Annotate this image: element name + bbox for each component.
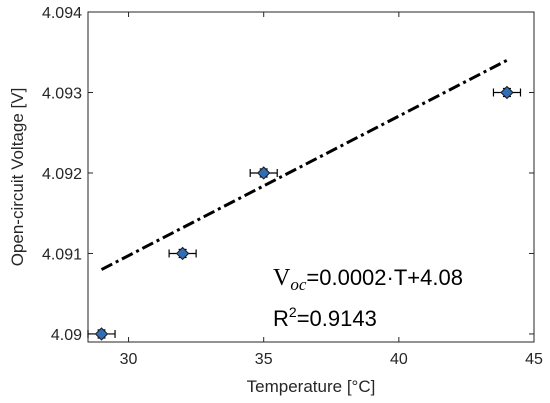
y-tick-label: 4.094: [42, 5, 82, 22]
y-tick-label: 4.093: [42, 85, 82, 102]
r-squared-r: R: [273, 306, 289, 331]
r-squared-value: =0.9143: [297, 306, 377, 331]
equation-annotation: Voc=0.0002·T+4.08: [273, 265, 463, 294]
data-point-marker: [175, 246, 190, 261]
data-point: [168, 246, 197, 261]
fit-line: [100, 58, 508, 271]
x-tick-label: 35: [255, 351, 273, 368]
data-point: [87, 327, 116, 341]
data-point-marker: [256, 166, 271, 180]
ticks: 30 35 40 45 4.09 4.091 4.092 4.093 4.094: [42, 5, 543, 368]
y-axis-title: Open-circuit Voltage [V]: [8, 88, 27, 267]
data-points: [87, 85, 522, 341]
data-point: [249, 166, 278, 180]
equation-v: V: [273, 265, 291, 291]
y-tick-label: 4.092: [42, 166, 82, 183]
fit-line-group: [100, 58, 508, 271]
y-tick-label: 4.09: [51, 327, 82, 344]
equation-subscript: oc: [290, 275, 307, 294]
x-tick-label: 30: [120, 351, 138, 368]
r-squared-superscript: 2: [289, 304, 297, 320]
x-tick-label: 45: [525, 351, 543, 368]
data-point-marker: [500, 85, 514, 100]
plot-area: [87, 11, 535, 343]
y-tick-label: 4.091: [42, 246, 82, 263]
r-squared-annotation: R2=0.9143: [273, 304, 377, 331]
x-tick-label: 40: [390, 351, 408, 368]
x-axis-title: Temperature [°C]: [247, 377, 376, 396]
equation-body: =0.0002·T+4.08: [306, 265, 463, 290]
data-point: [492, 85, 522, 100]
data-point-marker: [94, 327, 109, 341]
